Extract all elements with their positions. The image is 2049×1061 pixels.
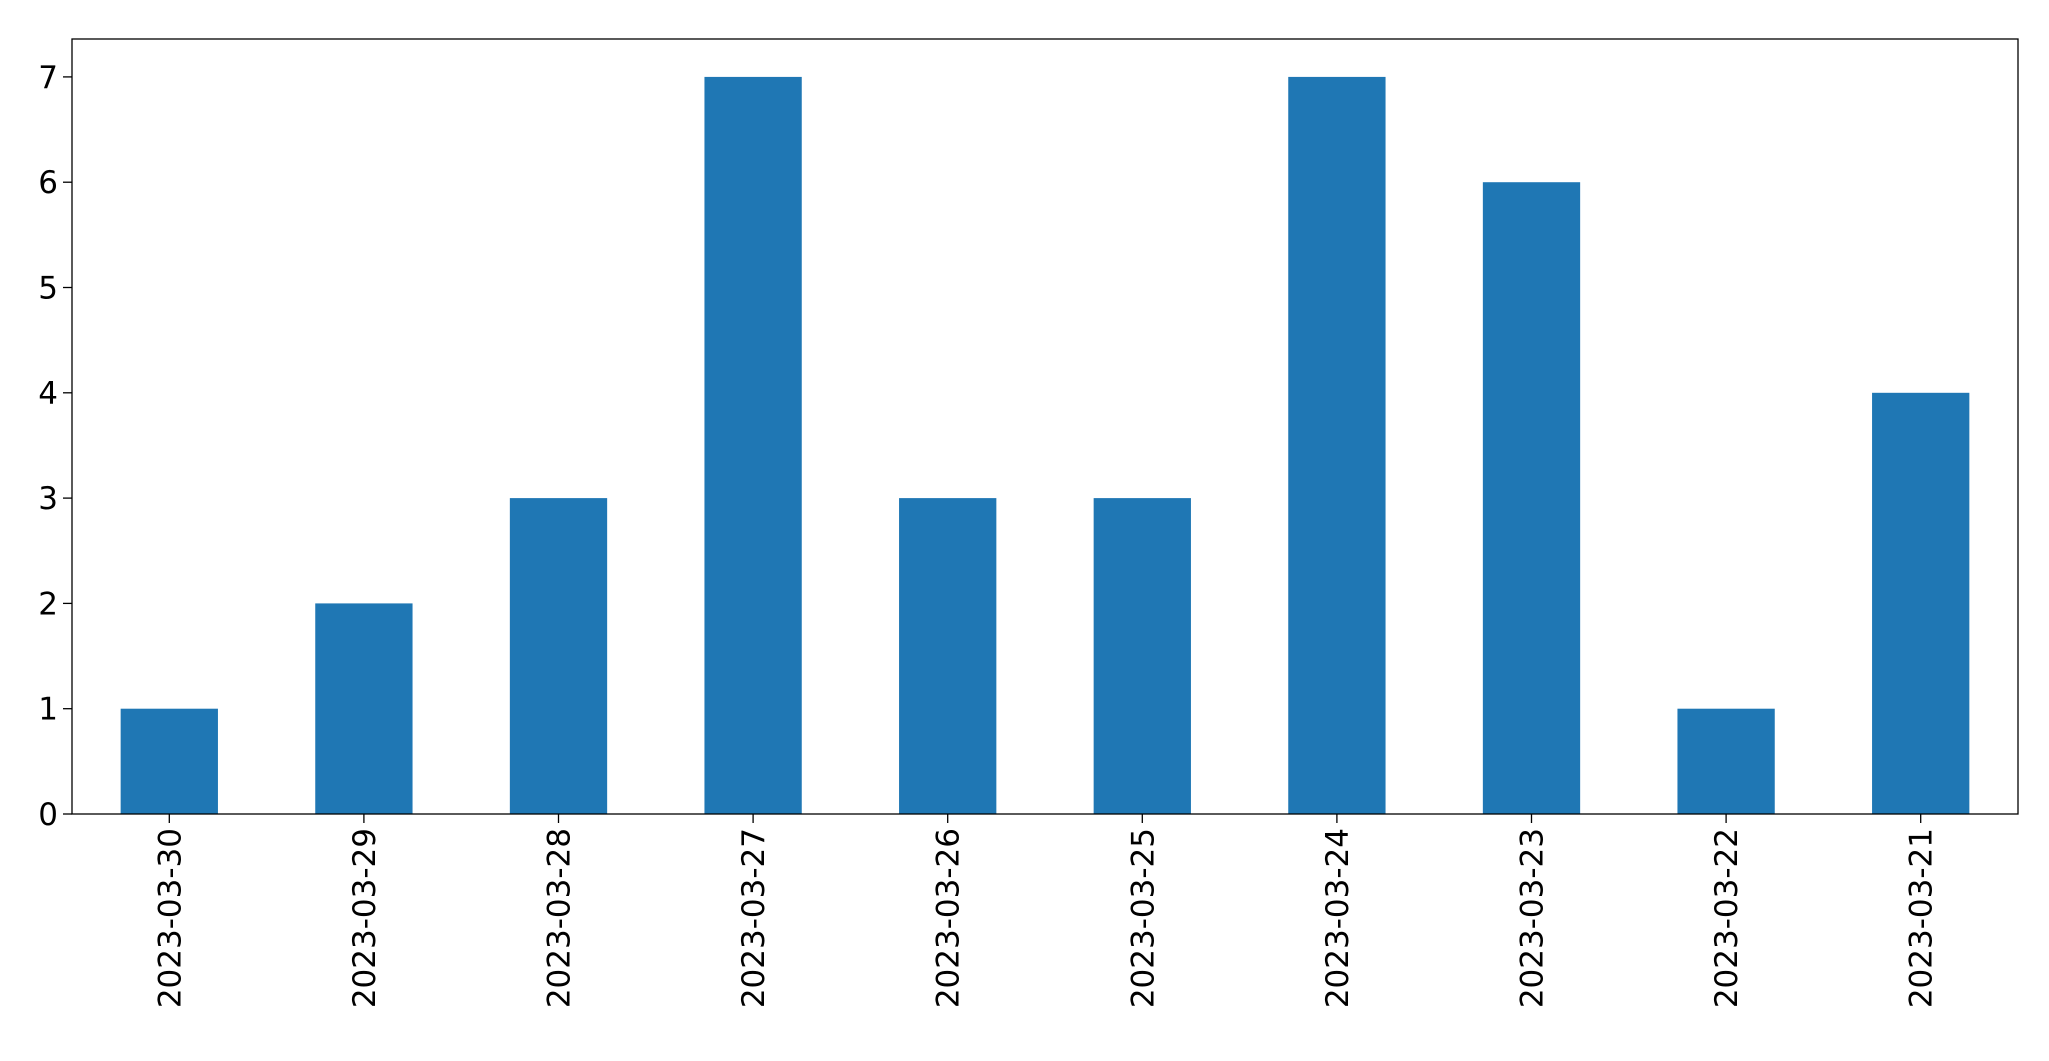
bar bbox=[120, 708, 218, 814]
x-tick-label: 2023-03-23 bbox=[1515, 828, 1551, 1008]
y-tick-label: 1 bbox=[38, 692, 58, 728]
bar bbox=[1482, 182, 1581, 814]
bar bbox=[899, 498, 997, 814]
bar bbox=[509, 498, 608, 814]
x-tick-label: 2023-03-26 bbox=[931, 828, 967, 1008]
bar bbox=[1872, 392, 1970, 814]
y-tick-label: 6 bbox=[38, 165, 58, 201]
y-tick-label: 4 bbox=[38, 376, 58, 412]
x-tick-label: 2023-03-27 bbox=[736, 828, 772, 1008]
bar bbox=[704, 76, 802, 815]
y-tick-label: 5 bbox=[38, 271, 58, 307]
x-tick-label: 2023-03-24 bbox=[1320, 828, 1356, 1008]
y-tick-label: 2 bbox=[38, 586, 58, 622]
bar bbox=[1677, 708, 1775, 814]
x-tick-label: 2023-03-21 bbox=[1904, 828, 1940, 1008]
y-tick-label: 0 bbox=[38, 797, 58, 833]
x-tick-label: 2023-03-30 bbox=[152, 828, 188, 1008]
x-tick-label: 2023-03-29 bbox=[347, 828, 383, 1008]
axes-frame bbox=[71, 38, 2019, 815]
bar bbox=[315, 603, 413, 814]
y-tick-label: 7 bbox=[38, 60, 58, 96]
bar bbox=[1093, 498, 1191, 814]
x-tick-label: 2023-03-25 bbox=[1125, 828, 1161, 1008]
bar bbox=[1288, 76, 1386, 815]
y-tick-label: 3 bbox=[38, 481, 58, 517]
x-tick-label: 2023-03-28 bbox=[542, 828, 578, 1008]
x-tick-label: 2023-03-22 bbox=[1709, 828, 1745, 1008]
